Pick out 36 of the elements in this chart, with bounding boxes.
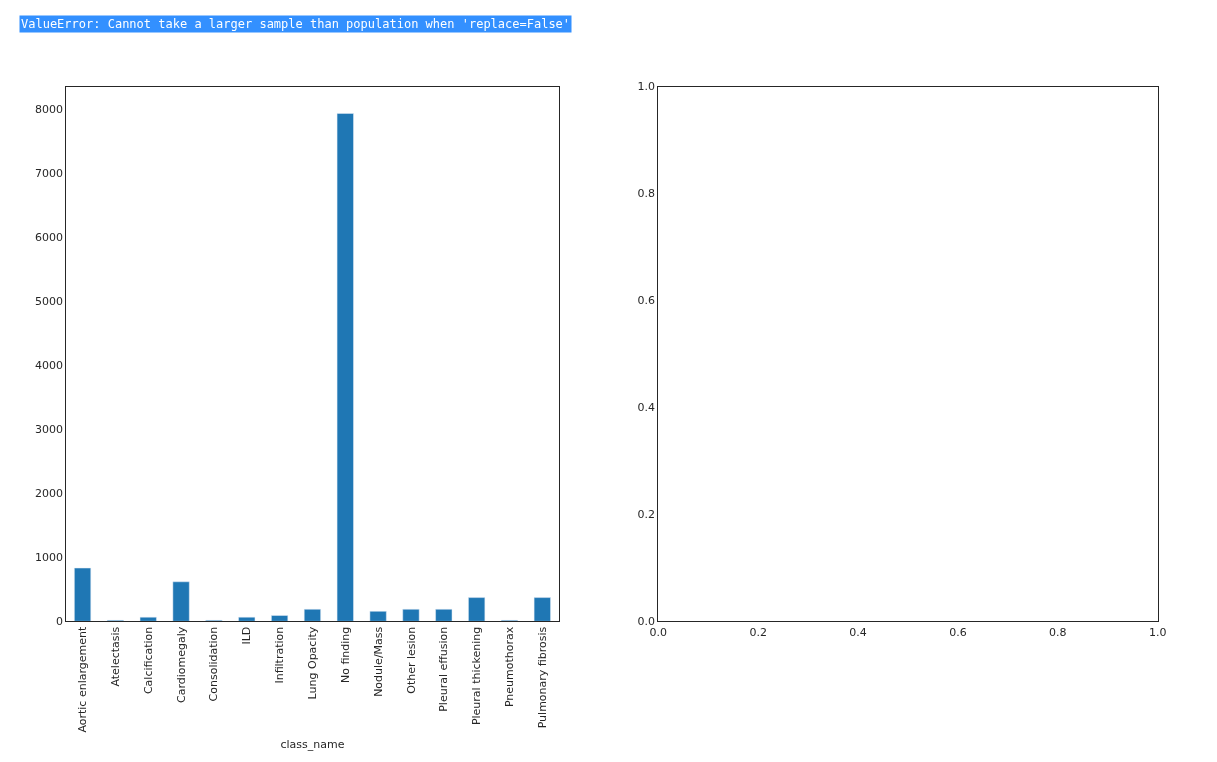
x-tick-label: Cardiomegaly xyxy=(174,626,188,704)
y-tick-label: 4000 xyxy=(34,359,63,373)
x-tick-label: Atelectasis xyxy=(108,626,122,687)
y-tick-label: 1.0 xyxy=(637,80,656,94)
x-tick-label: Infiltration xyxy=(273,626,287,684)
y-tick-label: 6000 xyxy=(34,231,63,245)
x-tick-label: ILD xyxy=(240,626,254,645)
x-tick-label: Other lesion xyxy=(404,626,418,694)
x-tick-label: 1.0 xyxy=(1149,625,1167,639)
y-tick-label: 2000 xyxy=(34,487,63,501)
x-tick-label: Pneumothorax xyxy=(503,626,517,708)
text: ValueError: Cannot take a larger sample than population when 'replace=False' xyxy=(21,17,571,31)
x-tick-label: Pleural effusion xyxy=(437,626,451,712)
y-tick-label: 0.2 xyxy=(637,508,656,522)
x-tick-label: Aortic enlargement xyxy=(76,626,90,733)
x-tick-label: Calcification xyxy=(141,626,155,695)
y-tick-label: 5000 xyxy=(34,295,63,309)
y-tick-label: 3000 xyxy=(34,423,63,437)
y-tick-label: 7000 xyxy=(34,167,63,181)
x-tick-label: 0.6 xyxy=(949,625,967,639)
y-tick-label: 0.6 xyxy=(637,294,656,308)
x-tick-label: Lung Opacity xyxy=(306,626,320,700)
y-tick-label: 1000 xyxy=(34,551,63,565)
x-tick-label: 0.8 xyxy=(1049,625,1067,639)
x-tick-label: Pleural thickening xyxy=(470,626,484,726)
x-tick-label: Nodule/Mass xyxy=(371,626,385,697)
y-tick-label: 0.8 xyxy=(637,187,656,201)
x-tick-label: 0.4 xyxy=(849,625,867,639)
y-tick-label: 0.4 xyxy=(637,401,656,415)
x-tick-label: Pulmonary fibrosis xyxy=(535,626,549,729)
x-axis-title: class_name xyxy=(280,737,345,751)
y-tick-label: 0 xyxy=(55,615,63,629)
x-tick-label: 0.2 xyxy=(749,625,767,639)
y-tick-label: 8000 xyxy=(34,103,63,117)
x-tick-label: No finding xyxy=(338,626,352,684)
x-tick-label: Consolidation xyxy=(207,626,221,702)
